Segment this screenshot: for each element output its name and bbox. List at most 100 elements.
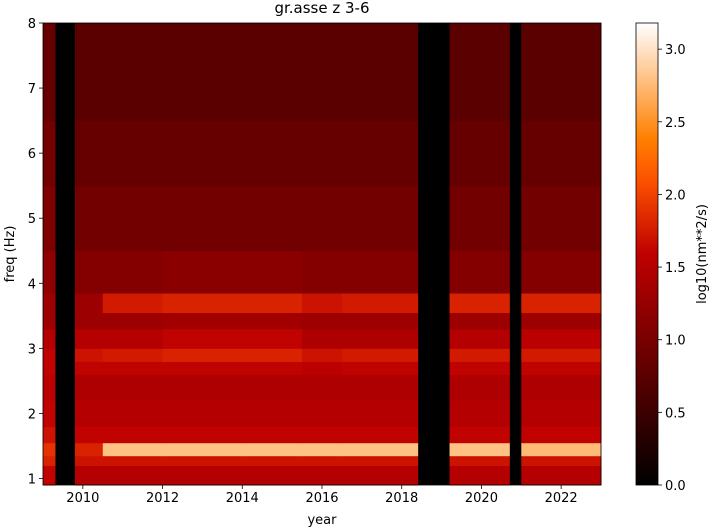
heatmap-cell xyxy=(162,361,243,375)
heatmap-cell xyxy=(242,374,303,401)
heatmap-cell xyxy=(43,442,56,457)
heatmap-cell xyxy=(162,455,243,466)
heatmap-cell xyxy=(341,293,419,314)
heatmap-cell xyxy=(302,455,343,466)
heatmap-cell xyxy=(242,328,303,349)
heatmap-cell xyxy=(302,348,343,362)
heatmap-cell xyxy=(521,23,602,122)
colorbar-tick-label: 1.5 xyxy=(665,261,686,276)
heatmap-cell xyxy=(242,312,303,330)
heatmap-cell xyxy=(242,23,303,122)
heatmap-cell xyxy=(102,465,164,486)
heatmap-cell xyxy=(242,426,303,444)
colorbar-tick-label: 0.0 xyxy=(665,479,686,494)
heatmap-cell xyxy=(74,400,104,427)
heatmap-cell xyxy=(341,23,419,122)
heatmap-cell xyxy=(162,348,243,362)
heatmap-cell xyxy=(341,400,419,427)
heatmap-cell xyxy=(521,120,602,187)
heatmap-cell xyxy=(242,250,303,294)
heatmap-cell xyxy=(449,328,510,349)
heatmap-cell xyxy=(302,23,343,122)
colorbar-tick-label: 3.0 xyxy=(665,43,686,58)
heatmap-cell xyxy=(341,348,419,362)
heatmap-cell xyxy=(74,120,104,187)
heatmap-cell xyxy=(341,374,419,401)
heatmap-cell xyxy=(521,312,602,330)
heatmap-cell xyxy=(74,426,104,444)
heatmap-cell xyxy=(162,293,243,314)
heatmap-cell xyxy=(74,348,104,362)
heatmap-cell xyxy=(162,426,243,444)
colorbar xyxy=(635,22,659,486)
heatmap-cell xyxy=(102,374,164,401)
heatmap-cell xyxy=(449,250,510,294)
heatmap-cell xyxy=(242,361,303,375)
heatmap-cell xyxy=(341,185,419,252)
heatmap-cell xyxy=(102,442,164,457)
heatmap-cell xyxy=(102,312,164,330)
y-tick-label: 7 xyxy=(28,82,36,97)
heatmap-cell xyxy=(341,120,419,187)
heatmap-cell xyxy=(521,374,602,401)
heatmap-cell xyxy=(449,348,510,362)
heatmap-cell xyxy=(242,185,303,252)
heatmap-cell xyxy=(449,361,510,375)
heatmap-cell xyxy=(74,465,104,486)
heatmap-cell xyxy=(43,361,56,375)
y-tick-label: 2 xyxy=(28,407,36,422)
heatmap-cell xyxy=(242,293,303,314)
heatmap-cell xyxy=(102,328,164,349)
heatmap-cell xyxy=(302,426,343,444)
heatmap-cell xyxy=(449,312,510,330)
y-tick-label: 8 xyxy=(28,17,36,32)
heatmap-cell xyxy=(242,442,303,457)
heatmap-cell xyxy=(43,312,56,330)
heatmap-cell xyxy=(102,348,164,362)
heatmap-cell xyxy=(162,120,243,187)
heatmap-cell xyxy=(102,361,164,375)
x-tick-label: 2018 xyxy=(385,491,418,506)
heatmap-cell xyxy=(43,293,56,314)
heatmap-cell xyxy=(102,120,164,187)
x-tick-label: 2010 xyxy=(66,491,99,506)
heatmap-cell xyxy=(43,374,56,401)
heatmap-cell xyxy=(74,312,104,330)
y-tick-label: 1 xyxy=(28,472,36,487)
heatmap-cell xyxy=(302,250,343,294)
heatmap-cell xyxy=(341,465,419,486)
heatmap-cell xyxy=(302,328,343,349)
heatmap-cell xyxy=(102,400,164,427)
chart-title: gr.asse z 3-6 xyxy=(274,0,369,17)
heatmap-cell xyxy=(74,442,104,457)
heatmap-cell xyxy=(74,23,104,122)
heatmap-cell xyxy=(449,374,510,401)
heatmap-cell xyxy=(162,465,243,486)
heatmap-cell xyxy=(449,120,510,187)
heatmap-cell xyxy=(102,23,164,122)
heatmap-cell xyxy=(102,293,164,314)
heatmap-cell xyxy=(43,400,56,427)
heatmap-cell xyxy=(341,442,419,457)
heatmap-cell xyxy=(74,455,104,466)
heatmap-cell xyxy=(302,374,343,401)
heatmap-cell xyxy=(43,120,56,187)
heatmap-cell xyxy=(449,23,510,122)
heatmap-cell xyxy=(162,23,243,122)
heatmap-cell xyxy=(302,293,343,314)
heatmap-cell xyxy=(74,374,104,401)
heatmap-cell xyxy=(43,426,56,444)
heatmap-cell xyxy=(242,455,303,466)
heatmap-cell xyxy=(521,442,602,457)
heatmap-cell xyxy=(341,328,419,349)
heatmap-cell xyxy=(449,185,510,252)
heatmap-cell xyxy=(302,442,343,457)
heatmap-cell xyxy=(242,348,303,362)
heatmap-cell xyxy=(162,442,243,457)
heatmap-cell xyxy=(521,455,602,466)
heatmap-cell xyxy=(302,312,343,330)
heatmap-cell xyxy=(43,465,56,486)
colorbar-label: log10(nm**2/s) xyxy=(695,204,710,304)
heatmap-cell xyxy=(242,400,303,427)
